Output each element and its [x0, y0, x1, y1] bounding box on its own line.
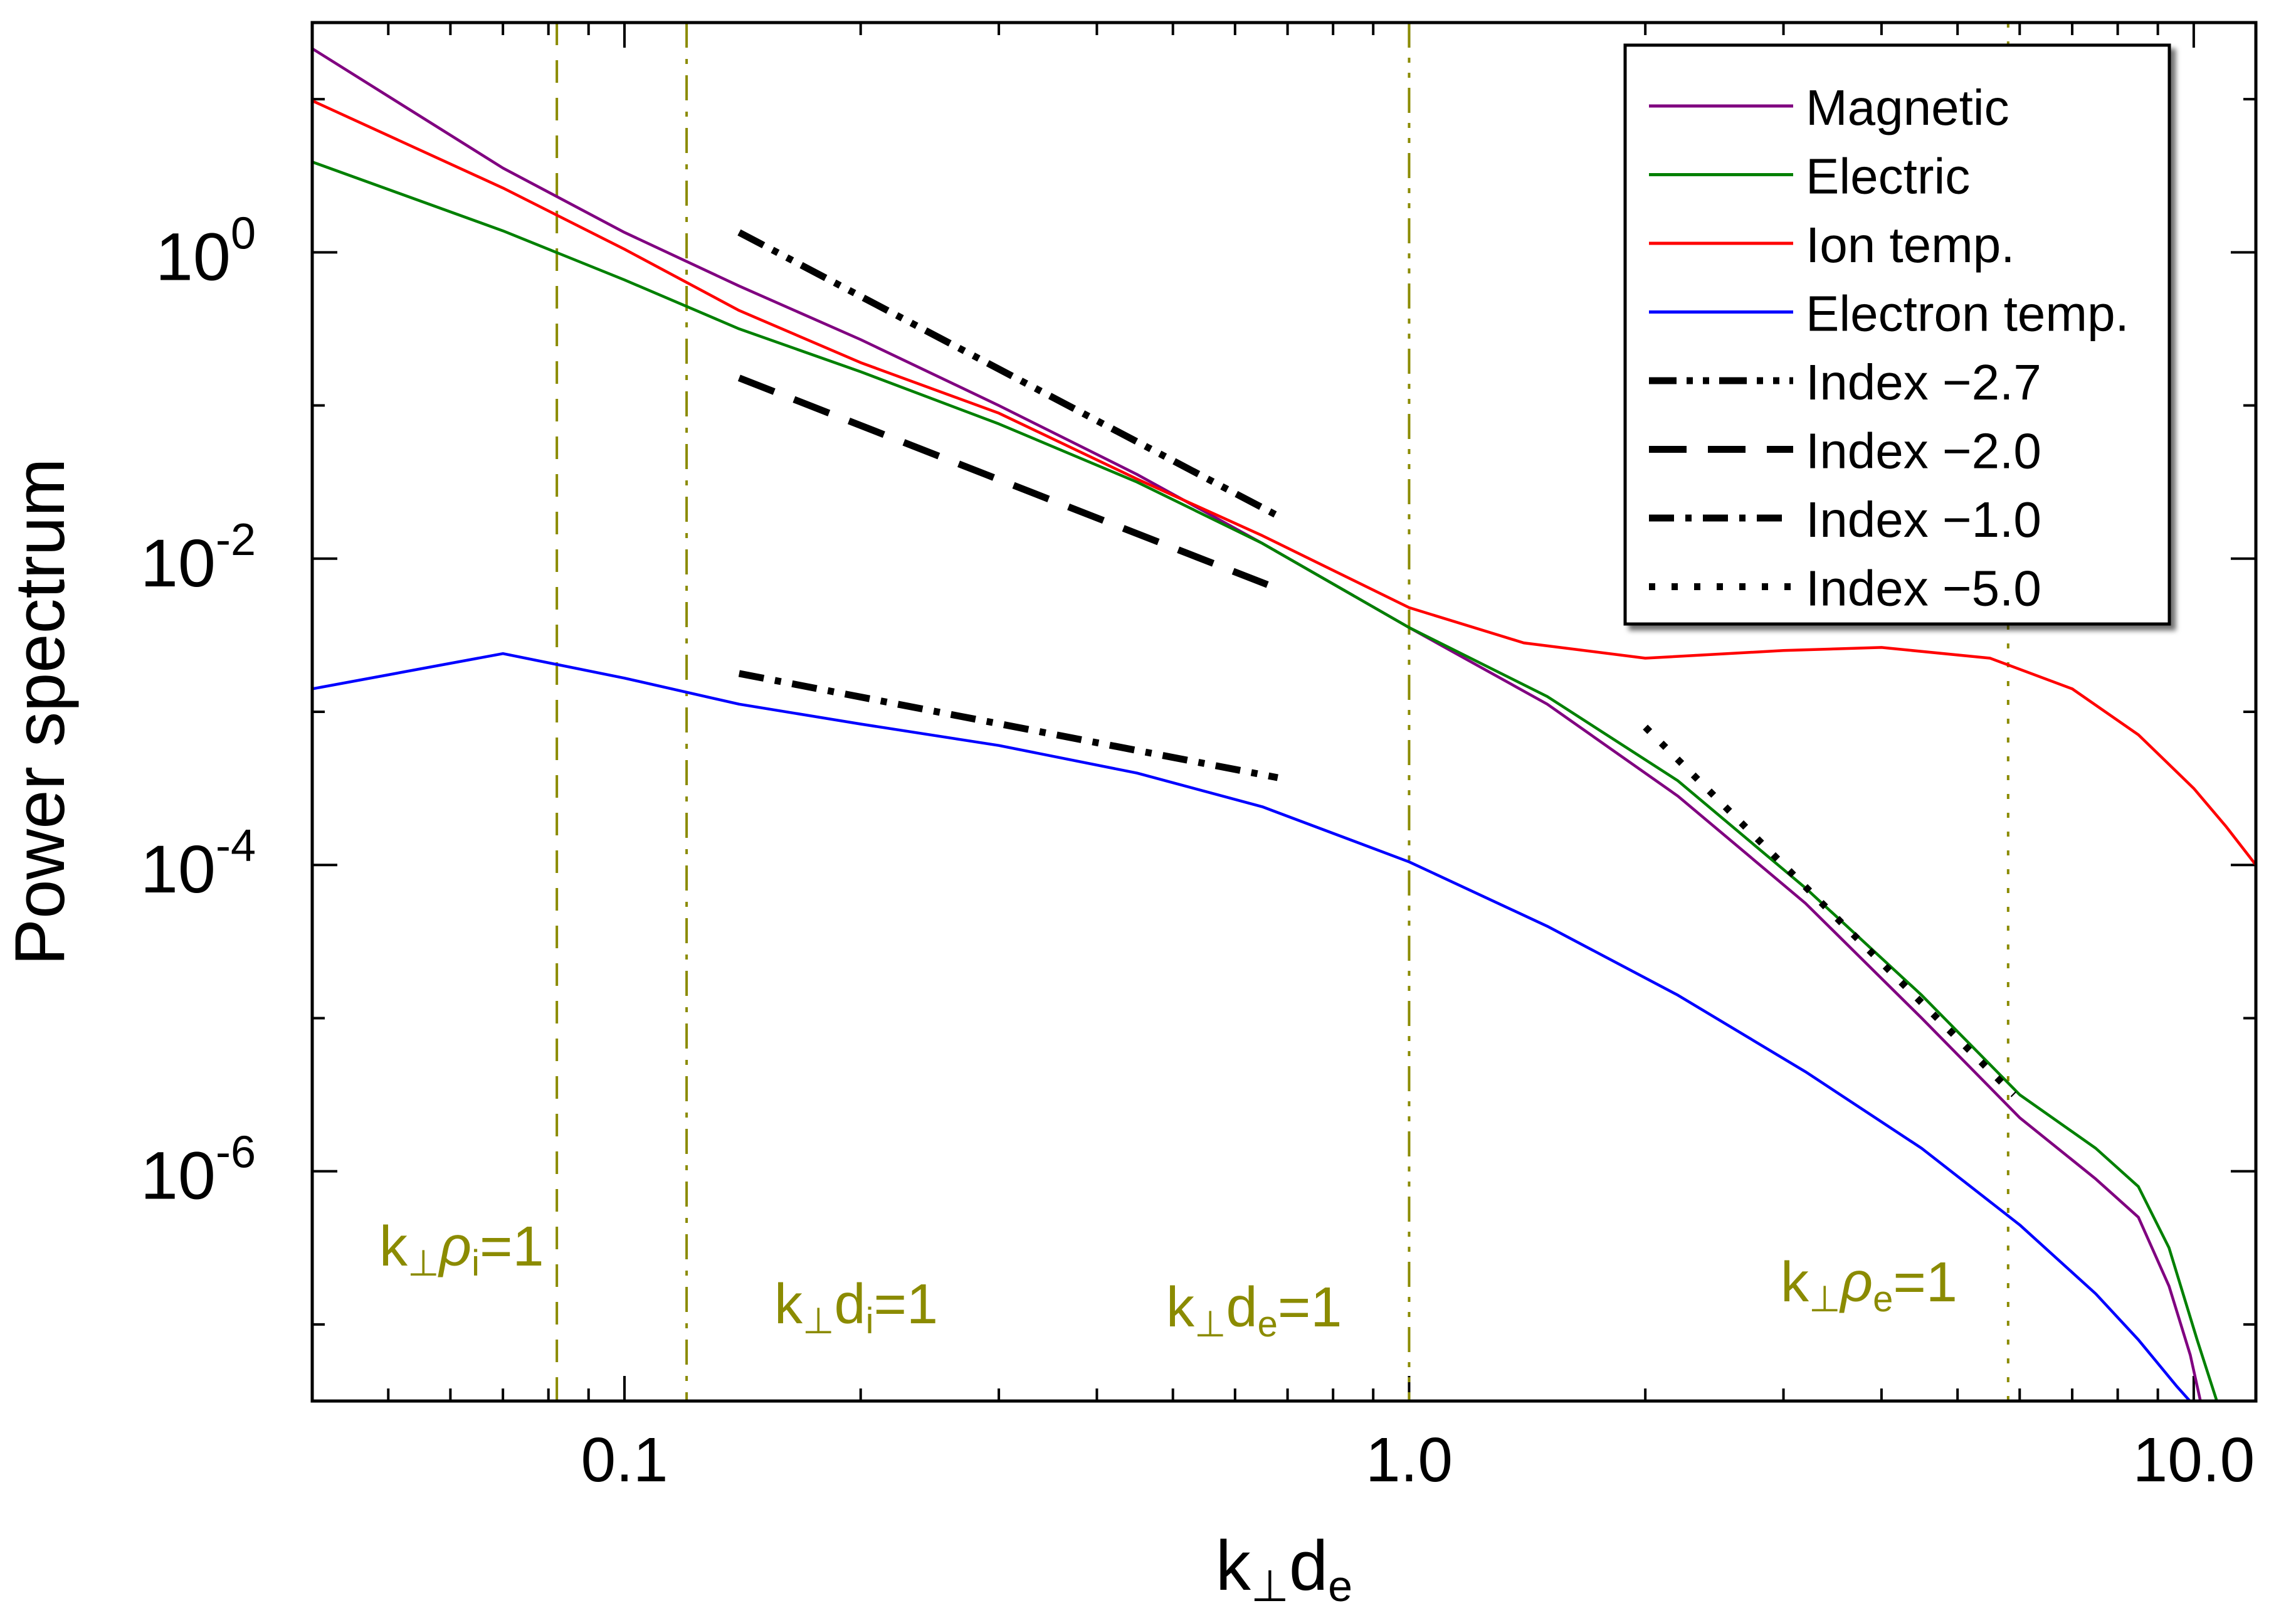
scale-marker-label-part: ⊥: [408, 1243, 440, 1284]
scale-marker-label-part: =1: [480, 1215, 544, 1278]
scale-marker-label-part: k: [1781, 1251, 1809, 1314]
legend-label: Ion temp.: [1806, 217, 2015, 273]
reference-line-index-5-0: [1643, 724, 2017, 1097]
y-tick-label-base: 10: [155, 218, 231, 294]
scale-marker-label: k⊥di=1: [774, 1273, 938, 1341]
series-line-ion-temp: [312, 99, 2256, 866]
scale-marker-label-part: ⊥: [1194, 1304, 1226, 1345]
scale-marker-label: k⊥de=1: [1166, 1276, 1342, 1345]
scale-marker-label-part: ⊥: [1809, 1279, 1841, 1319]
y-tick-label: 100: [155, 208, 256, 294]
legend-label: Index −1.0: [1806, 492, 2041, 547]
scale-marker-label-part: i: [471, 1243, 480, 1284]
y-tick-label-exponent: 0: [231, 208, 256, 258]
y-tick-label-base: 10: [140, 1138, 216, 1214]
y-tick-label-base: 10: [140, 831, 216, 907]
legend-label: Electric: [1806, 149, 1970, 204]
x-axis-label-sub1: ⊥: [1251, 1562, 1289, 1610]
y-tick-label-exponent: -6: [216, 1128, 256, 1178]
scale-marker-label-part: d: [1226, 1276, 1258, 1339]
legend-item-index-2-7: Index −2.7: [1649, 354, 2041, 410]
scale-marker-label-part: k: [774, 1273, 803, 1336]
x-axis-label: k⊥de: [1216, 1526, 1352, 1610]
scale-marker-label-part: =1: [873, 1273, 938, 1336]
reference-line-index-2-0: [737, 374, 1269, 588]
data-series: [312, 47, 2256, 1401]
y-tick-label: 10-6: [140, 1128, 256, 1214]
x-axis-label-base: k: [1216, 1526, 1251, 1605]
reference-lines: [737, 229, 2017, 1097]
legend-item-ion-temp: Ion temp.: [1649, 217, 2015, 273]
scale-marker-label-part: k: [379, 1215, 408, 1278]
scale-marker-label-part: ⊥: [803, 1301, 835, 1341]
scale-marker-label-part: e: [1873, 1279, 1893, 1319]
scale-marker-label-part: ρ: [1839, 1251, 1873, 1314]
y-tick-label-exponent: -4: [216, 821, 256, 871]
scale-marker-label: k⊥ρe=1: [1781, 1251, 1957, 1319]
legend-label: Electron temp.: [1806, 286, 2129, 342]
x-axis-label-mid: d: [1289, 1526, 1328, 1605]
y-tick-label: 10-2: [140, 515, 256, 601]
y-tick-label-exponent: -2: [216, 515, 256, 565]
series-line-electric: [312, 161, 2219, 1401]
scale-marker-label-part: =1: [1278, 1276, 1342, 1339]
legend-item-index-5-0: Index −5.0: [1649, 561, 2041, 616]
legend-item-index-1-0: Index −1.0: [1649, 492, 2041, 547]
legend-label: Index −2.7: [1806, 354, 2041, 410]
scale-marker-labels: k⊥ρi=1k⊥di=1 k⊥de=1 k⊥ρe=1: [379, 1215, 1957, 1345]
x-tick-label: 10.0: [2133, 1425, 2255, 1495]
x-tick-label: 0.1: [581, 1425, 668, 1495]
plot-frame: [310, 21, 2258, 1403]
y-axis-label: Power spectrum: [1, 458, 79, 965]
legend-label: Magnetic: [1806, 80, 2009, 135]
legend-item-electric: Electric: [1649, 149, 1970, 204]
series-line-electron-temp: [312, 652, 2192, 1401]
scale-marker-label-part: d: [835, 1273, 866, 1336]
x-tick-label: 1.0: [1366, 1425, 1453, 1495]
x-axis-label-sub2: e: [1328, 1562, 1352, 1610]
x-tick-labels: 0.1 1.0 10.0: [581, 1425, 2255, 1495]
legend-item-electron-temp: Electron temp.: [1649, 286, 2129, 342]
scale-marker-label-part: =1: [1893, 1251, 1957, 1314]
y-tick-label: 10-4: [140, 821, 256, 907]
axis-ticks: [311, 23, 2256, 1401]
legend-item-magnetic: Magnetic: [1649, 80, 2009, 135]
scale-marker-label-part: i: [866, 1301, 874, 1341]
legend-label: Index −2.0: [1806, 423, 2041, 479]
series-line-magnetic: [312, 47, 2202, 1401]
scale-marker-label: k⊥ρi=1: [379, 1215, 544, 1284]
reference-line-index-1-0: [738, 670, 1278, 781]
y-tick-label-base: 10: [140, 525, 216, 601]
legend-item-index-2-0: Index −2.0: [1649, 423, 2041, 479]
scale-marker-label-part: e: [1258, 1304, 1278, 1345]
scale-marker-label-part: k: [1166, 1276, 1195, 1339]
legend: Magnetic Electric Ion temp. Electron temp. I…: [1623, 43, 2171, 626]
reference-line-index-2-7: [737, 229, 1280, 519]
legend-box: [1623, 43, 2171, 626]
legend-label: Index −5.0: [1806, 561, 2041, 616]
scale-marker-label-part: ρ: [438, 1215, 472, 1278]
